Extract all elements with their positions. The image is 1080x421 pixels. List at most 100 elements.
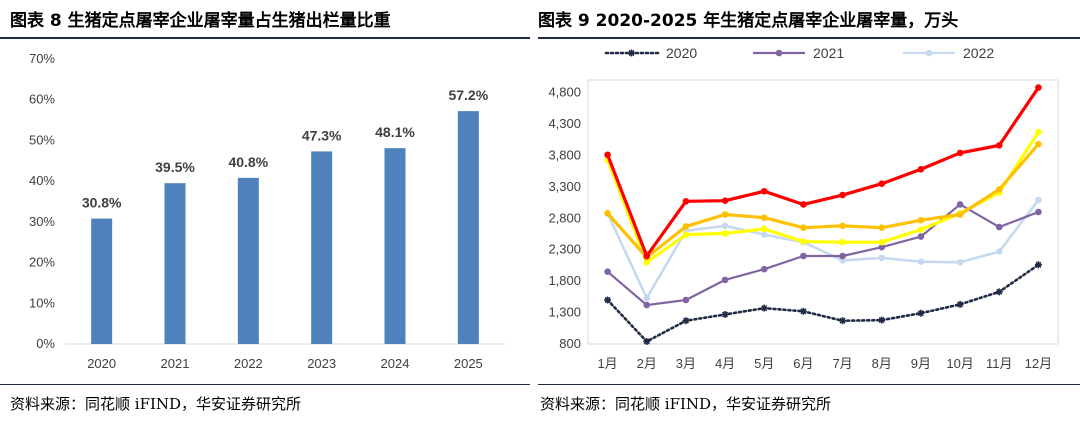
series-point-2024 [760, 225, 768, 233]
right-title-rule [538, 37, 1080, 39]
series-point-2021 [604, 268, 611, 276]
series-point-2022 [760, 231, 768, 238]
series-line-2023 [606, 143, 1040, 259]
series-point-2025 [878, 180, 886, 188]
series-point-2020 [799, 307, 807, 315]
y-tick-label: 4,300 [548, 116, 581, 131]
series-point-2022 [1035, 196, 1042, 204]
left-source-rule [0, 384, 530, 385]
legend-marker-2021 [775, 49, 783, 57]
series-point-2025 [643, 252, 651, 260]
right-chart-title: 图表 9 2020-2025 年生猪定点屠宰企业屠宰量，万头 [538, 11, 959, 31]
x-tick-label: 1月 [597, 356, 617, 371]
y-tick-label: 1,300 [548, 305, 581, 320]
series-point-2022 [917, 258, 925, 265]
legend-marker-2022 [925, 49, 933, 57]
bar [237, 177, 259, 344]
y-tick-label: 30% [29, 214, 55, 229]
series-point-2024 [721, 230, 729, 237]
legend-label-2021: 2021 [813, 45, 844, 61]
y-tick-label: 40% [29, 173, 55, 188]
legend-marker-2020 [628, 49, 635, 57]
x-tick-label: 2022 [234, 356, 263, 371]
x-tick-label: 2025 [454, 356, 483, 371]
series-point-2023 [800, 224, 807, 232]
x-tick-label: 11月 [986, 356, 1013, 371]
bar-data-label: 30.8% [82, 195, 122, 211]
x-tick-label: 12月 [1025, 356, 1052, 371]
y-tick-label: 800 [559, 336, 581, 351]
x-tick-label: 5月 [754, 356, 774, 371]
series-point-2021 [839, 252, 846, 260]
x-tick-label: 2024 [381, 356, 410, 371]
bar [311, 151, 333, 344]
bar-data-label: 57.2% [448, 87, 488, 103]
series-point-2021 [760, 265, 768, 273]
series-point-2023 [604, 209, 611, 217]
series-point-2020 [760, 304, 768, 312]
x-tick-label: 2020 [87, 356, 116, 371]
series-point-2020 [995, 288, 1003, 296]
series-point-2020 [917, 309, 925, 317]
series-point-2020 [643, 337, 651, 345]
bar [384, 148, 406, 344]
y-tick-label: 2,800 [548, 210, 581, 225]
series-point-2020 [721, 310, 729, 318]
series-point-2023 [878, 224, 886, 232]
legend-label-2020: 2020 [666, 45, 697, 61]
x-tick-label: 10月 [946, 356, 973, 371]
series-point-2023 [956, 211, 964, 218]
series-point-2021 [682, 296, 690, 304]
y-tick-label: 0% [36, 336, 55, 351]
x-tick-label: 2021 [161, 356, 190, 371]
series-point-2020 [839, 317, 847, 325]
series-point-2023 [1035, 140, 1042, 148]
series-point-2025 [800, 201, 807, 208]
line-chart: 800 1,300 1,800 2,300 2,800 3,300 3,800 4,300 4,… [548, 45, 1059, 371]
series-point-2022 [995, 248, 1003, 255]
series-line-2020 [606, 263, 1040, 343]
x-tick-label: 3月 [676, 356, 696, 371]
left-source-note: 资料来源：同花顺 iFIND，华安证券研究所 [10, 395, 302, 413]
series-point-2023 [682, 223, 690, 230]
bar [164, 183, 186, 344]
series-point-2024 [839, 238, 846, 246]
y-tick-label: 20% [29, 255, 55, 270]
left-title-rule [0, 37, 530, 39]
legend-label-2022: 2022 [963, 45, 994, 61]
series-point-2023 [721, 211, 729, 218]
series-point-2025 [1035, 84, 1042, 91]
series-point-2022 [956, 258, 964, 266]
x-tick-label: 9月 [911, 356, 931, 371]
series-point-2020 [1034, 261, 1042, 269]
series-point-2022 [721, 222, 729, 230]
right-source-note: 资料来源：同花顺 iFIND，华安证券研究所 [540, 395, 832, 413]
x-tick-label: 6月 [793, 356, 813, 371]
series-point-2023 [839, 222, 846, 230]
series-point-2025 [682, 198, 690, 205]
y-tick-label: 4,800 [548, 85, 581, 100]
bar [91, 218, 113, 344]
series-point-2024 [917, 226, 925, 233]
series-point-2025 [995, 142, 1003, 149]
series-line-2022 [606, 199, 1040, 300]
right-source-rule [538, 384, 1080, 385]
y-tick-label: 60% [29, 92, 55, 107]
series-point-2025 [721, 197, 729, 204]
series-point-2024 [1035, 128, 1042, 136]
x-tick-label: 2023 [307, 356, 336, 371]
plot-area-frame [587, 79, 1059, 345]
y-tick-label: 3,800 [548, 147, 581, 162]
bar-data-label: 47.3% [302, 127, 342, 143]
series-point-2025 [917, 165, 925, 173]
bar-data-label: 48.1% [375, 124, 415, 140]
series-point-2024 [643, 258, 651, 266]
series-point-2024 [878, 238, 886, 246]
series-point-2025 [956, 149, 964, 157]
y-tick-label: 10% [29, 295, 55, 310]
left-chart-title: 图表 8 生猪定点屠宰企业屠宰量占生猪出栏量比重 [10, 11, 391, 31]
series-point-2025 [604, 151, 611, 159]
series-point-2021 [956, 201, 964, 208]
series-point-2023 [760, 214, 768, 221]
series-point-2021 [721, 276, 729, 284]
